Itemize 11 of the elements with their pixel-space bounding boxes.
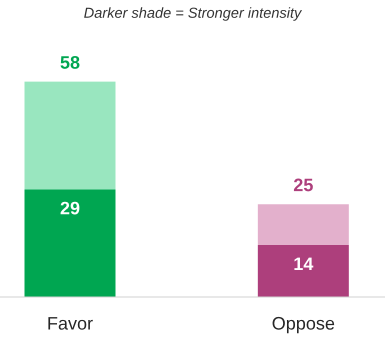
total-label: 25	[294, 178, 313, 192]
bar	[258, 245, 349, 297]
data-label: 14	[294, 258, 314, 270]
data-label: 29	[60, 202, 80, 214]
bar	[24, 82, 116, 190]
x-tick-label: Favor	[48, 317, 93, 330]
bar	[258, 204, 349, 246]
bar	[24, 189, 116, 297]
x-tick-label: Oppose	[272, 316, 334, 334]
total-label: 58	[60, 56, 80, 69]
text: Darker shade = Stronger intensity	[84, 7, 302, 21]
